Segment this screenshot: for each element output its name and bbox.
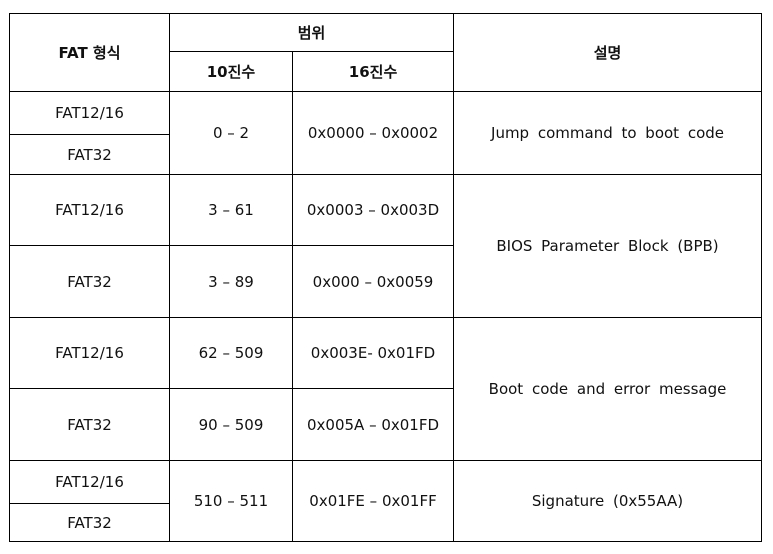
decimal-cell: 0 – 2 — [169, 91, 293, 175]
format-cell: FAT12/16 — [9, 174, 170, 246]
header-hex: 16진수 — [291, 51, 455, 92]
decimal-cell: 510 – 511 — [169, 460, 293, 542]
decimal-cell: 62 – 509 — [169, 317, 293, 389]
fat-boot-sector-table: FAT 형식 범위 설명 10진수 16진수 FAT12/16 0 – 2 0x… — [9, 13, 763, 542]
hex-cell: 0x000 – 0x0059 — [291, 245, 455, 318]
table-row: FAT12/16 62 – 509 0x003E- 0x01FD Boot co… — [9, 317, 763, 461]
hex-cell: 0x01FE – 0x01FF — [291, 460, 455, 542]
header-range: 범위 — [168, 13, 455, 52]
hex-cell: 0x0000 – 0x0002 — [291, 91, 455, 175]
format-cell: FAT32 — [9, 388, 170, 461]
format-cell: FAT32 — [9, 503, 170, 542]
format-cell: FAT12/16 — [9, 317, 170, 389]
decimal-cell: 90 – 509 — [169, 388, 293, 461]
hex-cell: 0x0003 – 0x003D — [291, 174, 455, 246]
description-cell: BIOS Parameter Block (BPB) — [453, 174, 763, 318]
format-cell: FAT12/16 — [9, 460, 170, 504]
description-cell: Boot code and error message — [453, 317, 763, 461]
table-row: FAT32 3 – 89 0x000 – 0x0059 — [9, 245, 762, 318]
description-cell: Jump command to boot code — [453, 91, 763, 175]
table-row: FAT12/16 3 – 61 0x0003 – 0x003D BIOS Par… — [9, 174, 763, 318]
header-row-top: FAT 형식 범위 설명 — [9, 13, 763, 92]
format-cell: FAT32 — [9, 245, 170, 318]
header-description: 설명 — [453, 13, 763, 92]
header-row-sub: 10진수 16진수 — [10, 51, 762, 92]
table-row: FAT12/16 0 – 2 0x0000 – 0x0002 Jump comm… — [9, 91, 763, 175]
format-cell: FAT32 — [9, 134, 170, 175]
decimal-cell: 3 – 61 — [169, 174, 293, 246]
description-cell: Signature (0x55AA) — [453, 460, 763, 542]
decimal-cell: 3 – 89 — [169, 245, 293, 318]
table-row: FAT32 — [9, 503, 762, 542]
format-cell: FAT12/16 — [9, 91, 170, 135]
hex-cell: 0x005A – 0x01FD — [291, 388, 455, 461]
table-row: FAT32 90 – 509 0x005A – 0x01FD — [9, 388, 762, 461]
header-fat-format: FAT 형식 — [9, 13, 170, 92]
table-row: FAT12/16 510 – 511 0x01FE – 0x01FF Signa… — [9, 460, 763, 542]
header-decimal: 10진수 — [169, 51, 293, 92]
hex-cell: 0x003E- 0x01FD — [291, 317, 455, 389]
